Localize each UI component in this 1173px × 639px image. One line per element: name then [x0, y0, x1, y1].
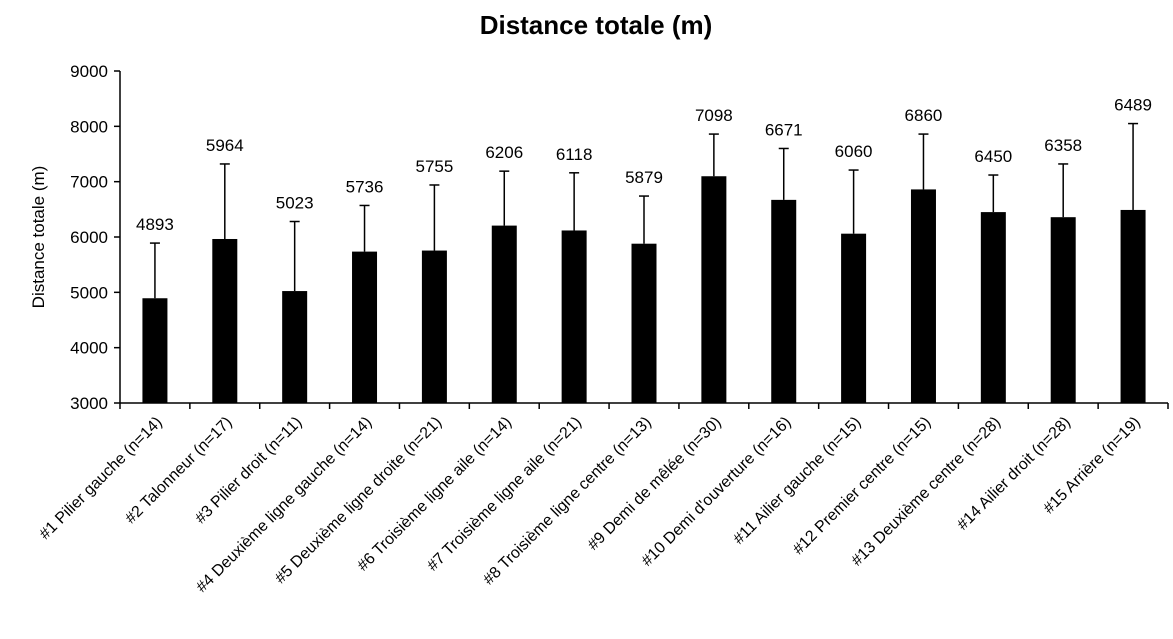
category-label: #1 Pilier gauche (n=14)	[36, 414, 165, 543]
data-label: 6450	[974, 147, 1012, 166]
bar	[491, 225, 517, 403]
category-label: #7 Troisième ligne aile (n=21)	[424, 414, 585, 575]
bar	[631, 243, 657, 403]
category-label: #14 Ailier droit (n=28)	[954, 414, 1074, 534]
bar	[142, 298, 168, 403]
data-label: 5023	[276, 194, 314, 213]
data-label: 5736	[346, 177, 384, 196]
category-label: #10 Demi d'ouverture (n=16)	[639, 414, 795, 570]
bar	[910, 189, 936, 403]
data-label: 6118	[556, 145, 593, 164]
category-label: #11 Ailier gauche (n=15)	[730, 414, 864, 548]
y-tick-label: 9000	[70, 62, 108, 81]
bar	[1120, 209, 1146, 403]
y-tick-label: 5000	[70, 283, 108, 302]
category-label: #12 Premier centre (n=15)	[790, 414, 934, 558]
bar	[701, 176, 727, 403]
data-label: 6489	[1114, 96, 1152, 115]
category-label: #6 Troisième ligne aile (n=14)	[354, 414, 515, 575]
bar	[980, 212, 1006, 403]
bar	[1050, 217, 1076, 403]
chart-title: Distance totale (m)	[480, 10, 713, 40]
y-axis-title: Distance totale (m)	[29, 166, 48, 309]
data-label: 6206	[485, 143, 523, 162]
bar	[212, 238, 238, 403]
data-label: 5964	[206, 136, 244, 155]
data-label: 6358	[1044, 136, 1082, 155]
bar	[561, 230, 587, 403]
bar	[421, 250, 447, 403]
y-tick-label: 8000	[70, 117, 108, 136]
bar	[841, 233, 867, 403]
data-label: 6060	[835, 142, 873, 161]
y-tick-label: 4000	[70, 339, 108, 358]
y-tick-label: 3000	[70, 394, 108, 413]
y-tick-label: 7000	[70, 173, 108, 192]
data-label: 7098	[695, 106, 733, 125]
data-label: 4893	[136, 215, 174, 234]
category-label: #13 Deuxième centre (n=28)	[848, 414, 1004, 570]
data-label: 5879	[625, 168, 663, 187]
data-label: 6671	[765, 120, 803, 139]
data-label: 6860	[905, 106, 943, 125]
bar	[282, 291, 308, 403]
data-label: 5755	[415, 157, 453, 176]
bar	[352, 251, 378, 403]
plot-area: 3000 4000 5000 6000 7000 8000 9000 4893 #1 Pilie…	[36, 62, 1169, 596]
bar	[771, 199, 797, 403]
y-tick-label: 6000	[70, 228, 108, 247]
category-label: #9 Demi de mêlée (n=30)	[585, 414, 725, 554]
